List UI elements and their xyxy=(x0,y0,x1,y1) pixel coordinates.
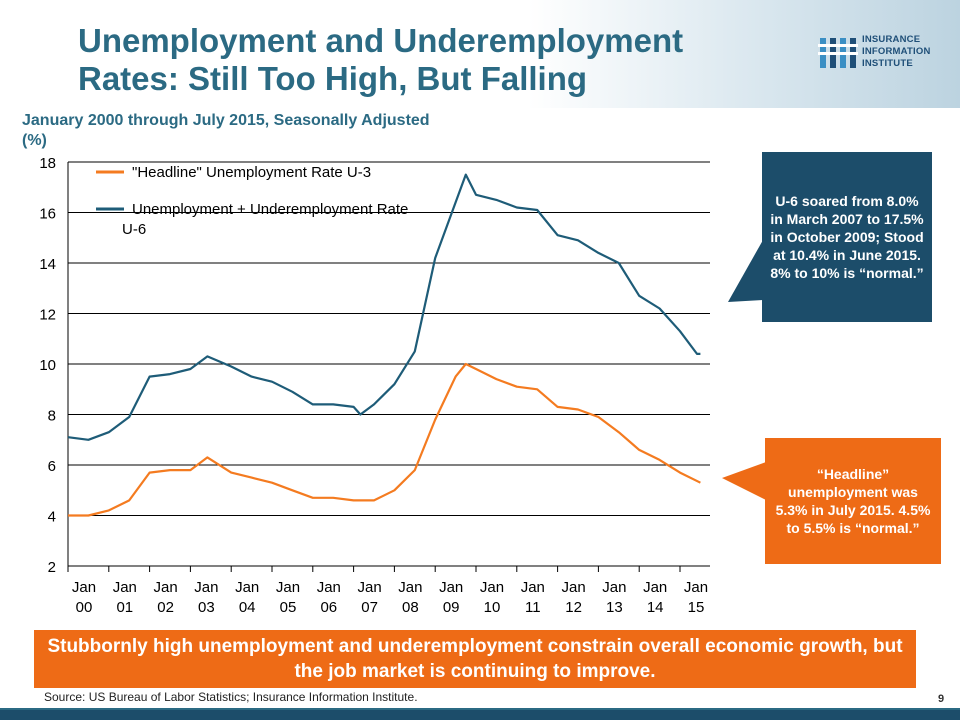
x-tick-label-year-12: 12 xyxy=(565,599,582,616)
y-tick-label-16: 16 xyxy=(39,206,56,223)
chart-subtitle: January 2000 through July 2015, Seasonal… xyxy=(22,112,430,149)
y-tick-label-4: 4 xyxy=(48,509,56,526)
x-tick-label-year-06: 06 xyxy=(320,599,337,616)
x-tick-label-month-08: Jan xyxy=(398,579,422,596)
x-tick-label-month-10: Jan xyxy=(480,579,504,596)
callout-u6-pointer xyxy=(728,240,763,302)
iii-logo: INSURANCE INFORMATION INSTITUTE xyxy=(818,32,958,76)
x-tick-label-month-11: Jan xyxy=(521,579,545,596)
y-tick-label-12: 12 xyxy=(39,307,56,324)
y-tick-label-6: 6 xyxy=(48,458,56,475)
x-tick-label-month-07: Jan xyxy=(358,579,382,596)
x-tick-label-year-13: 13 xyxy=(606,599,623,616)
page-number: 9 xyxy=(938,693,945,705)
callout-u6-note: U-6 soared from 8.0% in March 2007 to 17… xyxy=(762,152,932,322)
series-line-u3 xyxy=(68,362,701,517)
callout-pointers xyxy=(722,240,766,500)
x-tick-label-year-09: 09 xyxy=(443,599,460,616)
iii-logo-mark-icon xyxy=(818,38,858,68)
x-tick-label-year-01: 01 xyxy=(116,599,133,616)
series-lines xyxy=(67,173,701,517)
callout-u3-pointer xyxy=(722,462,766,500)
title-band xyxy=(0,0,960,108)
y-tick-label-2: 2 xyxy=(48,559,56,576)
y-tick-label-8: 8 xyxy=(48,408,56,425)
x-tick-label-month-04: Jan xyxy=(235,579,259,596)
x-tick-label-year-02: 02 xyxy=(157,599,174,616)
x-tick-label-month-12: Jan xyxy=(562,579,586,596)
callout-u3-note: “Headline” unemployment was 5.3% in July… xyxy=(765,438,941,564)
x-tick-label-year-14: 14 xyxy=(647,599,664,616)
x-tick-label-year-15: 15 xyxy=(688,599,705,616)
source-note: Source: US Bureau of Labor Statistics; I… xyxy=(44,690,418,704)
x-tick-label-year-04: 04 xyxy=(239,599,256,616)
x-tick-label-month-06: Jan xyxy=(317,579,341,596)
x-tick-label-month-03: Jan xyxy=(194,579,218,596)
y-tick-label-10: 10 xyxy=(39,357,56,374)
x-tick-label-month-01: Jan xyxy=(113,579,137,596)
footer-bar xyxy=(0,710,960,720)
x-tick-label-month-09: Jan xyxy=(439,579,463,596)
logo-text-line1: INSURANCE xyxy=(862,34,921,45)
slide-title: Unemployment and Underemployment Rates: … xyxy=(78,22,684,97)
gridlines xyxy=(68,161,710,516)
x-tick-label-month-00: Jan xyxy=(72,579,96,596)
x-tick-label-year-03: 03 xyxy=(198,599,215,616)
logo-text-line3: INSTITUTE xyxy=(862,58,913,69)
legend-label-u6-line-2: U-6 xyxy=(122,221,146,238)
takeaway-banner: Stubbornly high unemployment and underem… xyxy=(34,630,916,688)
x-tick-label-year-08: 08 xyxy=(402,599,419,616)
x-tick-label-year-11: 11 xyxy=(525,599,541,616)
x-tick-labels: Jan 00 Jan 01 Jan 02 Jan 03 Jan 04 Jan 05 Jan 06 Jan 07… xyxy=(72,579,708,616)
footer-rule xyxy=(0,708,960,710)
series-line-u6 xyxy=(67,173,701,441)
y-tick-label-14: 14 xyxy=(39,256,56,273)
x-tick-label-month-05: Jan xyxy=(276,579,300,596)
x-tick-label-year-00: 00 xyxy=(76,599,93,616)
x-tick-label-year-07: 07 xyxy=(361,599,378,616)
x-tick-label-month-13: Jan xyxy=(602,579,626,596)
legend-label-u6: Unemployment + Underemployment Rate U-6 xyxy=(122,201,408,238)
x-tick-label-year-10: 10 xyxy=(484,599,501,616)
y-tick-label-18: 18 xyxy=(39,155,56,172)
axes xyxy=(67,162,710,572)
x-tick-label-month-14: Jan xyxy=(643,579,667,596)
x-tick-label-year-05: 05 xyxy=(280,599,297,616)
logo-text-line2: INFORMATION xyxy=(862,46,931,57)
y-tick-labels: 2 4 6 8 10 12 14 16 18 xyxy=(39,155,56,576)
legend-label-u6-line-1: Unemployment + Underemployment Rate xyxy=(132,201,408,218)
legend: "Headline" Unemployment Rate U-3 Unemploy… xyxy=(96,164,408,238)
x-tick-label-month-02: Jan xyxy=(154,579,178,596)
x-tick-label-month-15: Jan xyxy=(684,579,708,596)
legend-label-u3: "Headline" Unemployment Rate U-3 xyxy=(132,164,371,181)
